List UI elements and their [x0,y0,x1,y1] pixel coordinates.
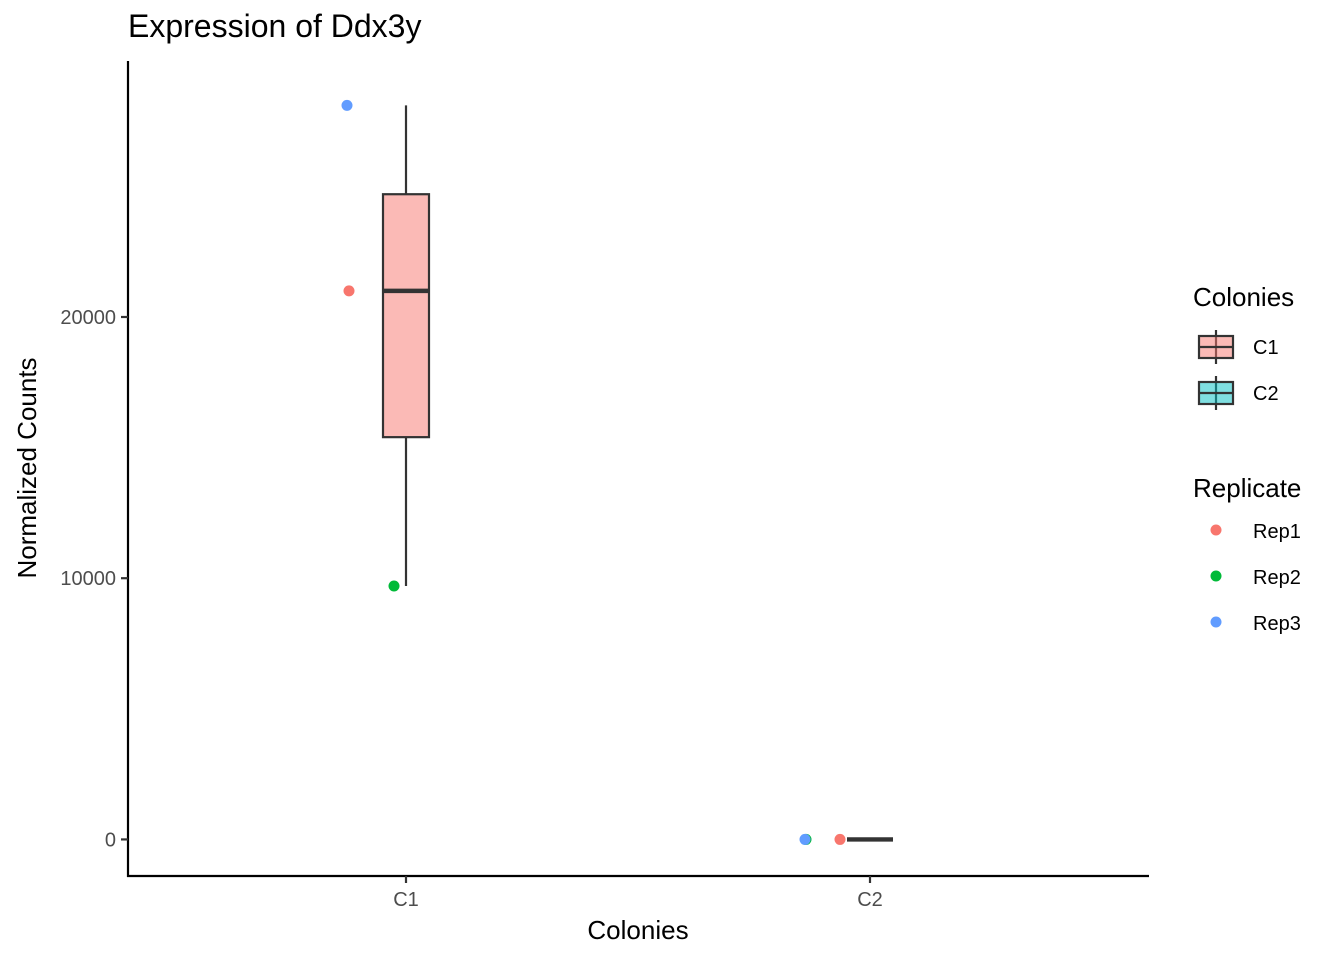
chart-title: Expression of Ddx3y [128,8,421,44]
box-body [381,193,431,439]
legend-label-rep3: Rep3 [1253,613,1301,635]
legend: Colonies C1 C2 Replicate Rep1 Rep2 Rep3 [1193,282,1301,635]
legend-label-rep2: Rep2 [1253,567,1301,589]
point-c1-rep3 [341,99,353,111]
legend-label-rep1: Rep1 [1253,521,1301,543]
y-axis-title: Normalized Counts [12,357,42,578]
point-c2-rep1 [834,833,846,845]
legend-replicate: Replicate Rep1 Rep2 Rep3 [1193,473,1301,635]
y-tick-label: 0 [105,829,116,851]
axes: 0 10000 20000 C1 C2 [60,307,882,911]
legend-title: Colonies [1193,282,1294,312]
point-c2-rep3 [799,833,811,845]
legend-label-c1: C1 [1253,337,1279,359]
point-c1-rep1 [343,285,355,297]
point-c1-rep2 [388,580,400,592]
x-axis-title: Colonies [587,915,688,945]
legend-key-point [1210,570,1222,582]
legend-title: Replicate [1193,473,1301,503]
y-tick-label: 10000 [60,568,116,590]
plot-area [341,99,893,845]
x-tick-label: C1 [393,889,419,911]
legend-key-point [1210,616,1222,628]
legend-colonies: Colonies C1 C2 [1193,282,1294,410]
legend-key-point [1210,524,1222,536]
legend-label-c2: C2 [1253,383,1279,405]
x-tick-label: C2 [857,889,883,911]
box-c1 [381,105,431,587]
y-tick-label: 20000 [60,307,116,329]
